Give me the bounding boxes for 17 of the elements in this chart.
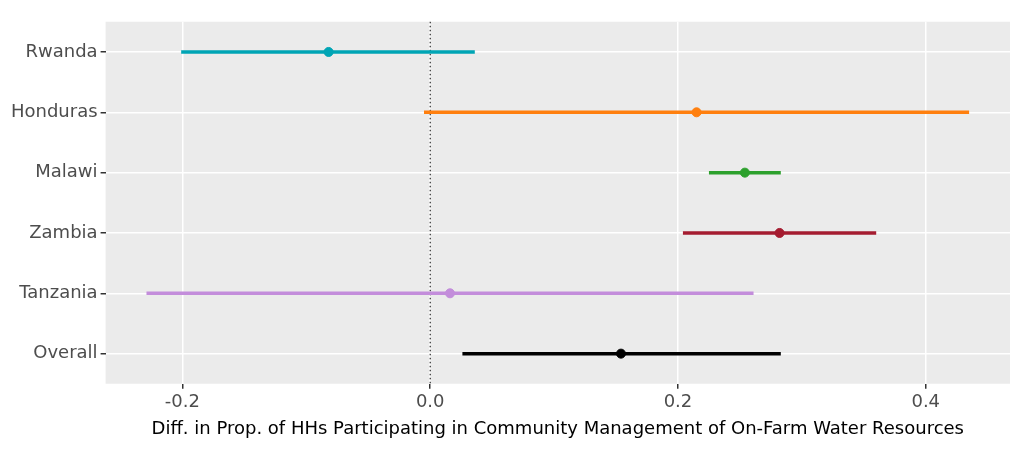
point <box>323 46 334 57</box>
y-tick-label: Zambia <box>29 220 98 242</box>
point <box>615 348 626 359</box>
point <box>739 167 750 178</box>
x-tick-label: -0.2 <box>164 390 200 412</box>
y-tick-label: Malawi <box>35 160 98 182</box>
x-axis-title: Diff. in Prop. of HHs Participating in Community Management of On-Farm Water Resources <box>151 416 964 438</box>
y-tick-label: Tanzania <box>18 280 98 302</box>
point <box>774 227 785 238</box>
x-tick-label: 0.4 <box>911 390 941 412</box>
y-tick-label: Rwanda <box>25 39 98 61</box>
x-tick-label: 0.0 <box>415 390 445 412</box>
y-tick-label: Honduras <box>10 99 98 121</box>
point <box>691 107 702 118</box>
y-tick-label: Overall <box>33 341 98 363</box>
point <box>445 288 456 299</box>
x-tick-label: 0.2 <box>663 390 693 412</box>
